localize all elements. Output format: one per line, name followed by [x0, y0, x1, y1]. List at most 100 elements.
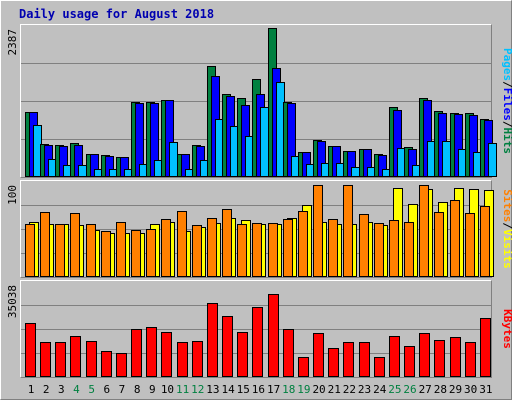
visits-bar	[101, 231, 111, 277]
day-tick-label: 21	[328, 383, 341, 396]
kbytes-panel-y-max-label: 35038	[6, 285, 19, 318]
visits-bar	[359, 214, 369, 277]
kbytes-bar	[343, 342, 354, 377]
visits-bar	[25, 224, 35, 277]
day-tick-label: 13	[206, 383, 219, 396]
visits-bar	[419, 185, 429, 277]
kbytes-bar	[116, 353, 127, 377]
kbytes-bar	[177, 342, 188, 377]
kbytes-bar	[252, 307, 263, 377]
kbytes-bar	[25, 323, 36, 377]
visits-bar	[70, 213, 80, 277]
kbytes-panel-frame-shadow	[20, 280, 492, 378]
hits-files-pages-panel-series-labels: Pages/Files/Hits	[501, 48, 512, 154]
kbytes-panel-frame-highlight	[20, 280, 492, 378]
kbytes-bar	[359, 342, 370, 377]
day-tick-label: 10	[161, 383, 174, 396]
visits-bar	[177, 211, 187, 277]
visits-sites-panel-frame-highlight	[20, 180, 492, 278]
kbytes-bar	[465, 342, 476, 377]
visits-bar	[328, 219, 338, 277]
visits-sites-panel-series-label: Visits	[501, 229, 512, 269]
visits-bar	[450, 200, 460, 277]
kbytes-bar	[328, 348, 339, 377]
visits-bar	[268, 223, 278, 277]
visits-bar	[480, 206, 490, 277]
kbytes-panel-series-labels: KBytes	[501, 309, 512, 349]
kbytes-bar	[434, 340, 445, 377]
visits-sites-panel-y-max-label: 100	[6, 185, 19, 205]
pages-bar	[78, 165, 87, 177]
kbytes-bar	[298, 357, 309, 377]
day-tick-label: 5	[88, 383, 95, 396]
kbytes-bar	[389, 336, 400, 377]
visits-bar	[404, 222, 414, 277]
day-tick-label: 31	[479, 383, 492, 396]
day-tick-label: 28	[434, 383, 447, 396]
hits-files-pages-panel-y-max-label: 2387	[6, 29, 19, 56]
visits-bar	[161, 219, 171, 277]
day-tick-label: 24	[373, 383, 387, 396]
visits-bar	[465, 213, 475, 277]
kbytes-bar	[70, 336, 81, 377]
visits-bar	[313, 185, 323, 277]
visits-bar	[40, 212, 50, 277]
day-tick-label: 1	[28, 383, 35, 396]
day-tick-label: 8	[134, 383, 141, 396]
kbytes-bar	[480, 318, 491, 377]
pages-bar	[488, 143, 497, 177]
hits-files-pages-panel-series-label: /	[501, 121, 512, 128]
day-tick-label: 6	[103, 383, 110, 396]
visits-bar	[55, 224, 65, 277]
kbytes-bar	[146, 327, 157, 377]
day-tick-label: 14	[221, 383, 235, 396]
hits-files-pages-panel-frame-shadow	[20, 24, 492, 178]
visits-bar	[86, 224, 96, 277]
kbytes-bar	[55, 342, 66, 377]
kbytes-bar	[374, 357, 385, 377]
visits-bar	[192, 225, 202, 277]
hits-files-pages-panel-series-label: Hits	[501, 128, 512, 155]
visits-bar	[374, 223, 384, 277]
visits-bar	[237, 224, 247, 277]
visits-bar	[298, 211, 308, 277]
day-tick-label: 25	[388, 383, 401, 396]
kbytes-bar	[86, 341, 97, 377]
pages-bar	[351, 167, 360, 177]
day-tick-label: 23	[358, 383, 371, 396]
visits-sites-panel-series-labels: Sites/Visits	[501, 189, 512, 269]
day-tick-label: 27	[419, 383, 432, 396]
visits-bar	[222, 209, 232, 277]
visits-sites-panel-series-label: Sites	[501, 189, 512, 222]
day-tick-label: 19	[297, 383, 310, 396]
pages-bar	[260, 107, 269, 177]
kbytes-bar	[131, 329, 142, 377]
day-tick-label: 22	[343, 383, 356, 396]
kbytes-panel-series-label: KBytes	[501, 309, 512, 349]
visits-bar	[343, 185, 353, 277]
kbytes-bar	[40, 342, 51, 377]
visits-bar	[116, 222, 126, 277]
kbytes-bar	[101, 351, 112, 377]
day-tick-label: 12	[191, 383, 204, 396]
day-tick-label: 26	[403, 383, 416, 396]
visits-bar	[207, 218, 217, 277]
kbytes-bar	[283, 329, 294, 377]
day-tick-label: 2	[43, 383, 50, 396]
day-tick-label: 7	[119, 383, 126, 396]
day-tick-label: 4	[73, 383, 80, 396]
day-tick-label: 17	[267, 383, 280, 396]
day-tick-label: 3	[58, 383, 65, 396]
day-tick-label: 16	[252, 383, 265, 396]
kbytes-bar	[222, 316, 233, 377]
day-tick-label: 15	[237, 383, 250, 396]
kbytes-bar	[268, 294, 279, 377]
hits-files-pages-panel-series-label: Files	[501, 88, 512, 121]
day-tick-label: 11	[176, 383, 189, 396]
day-tick-label: 29	[449, 383, 462, 396]
hits-files-pages-panel-frame-highlight	[20, 24, 492, 178]
kbytes-bar	[237, 332, 248, 377]
